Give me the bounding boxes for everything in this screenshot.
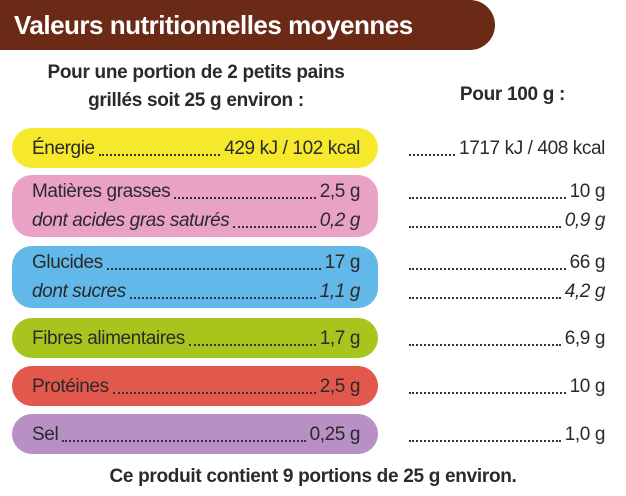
per100g-value: 10 g (569, 181, 606, 202)
portion-value: 2,5 g (319, 375, 361, 397)
per100g-value: 0,9 g (564, 210, 606, 231)
portion-value: 1,1 g (319, 281, 361, 302)
per100g-value: 4,2 g (564, 281, 606, 302)
row-band: Matières grasses 2,5 g dont acides gras sa… (12, 175, 378, 237)
leader (106, 268, 321, 270)
row-per100g: 10 g (405, 366, 605, 406)
nutrient-label: Protéines (32, 375, 109, 397)
per100g-line: 1,0 g (405, 420, 605, 449)
title: Valeurs nutritionnelles moyennes (0, 0, 495, 50)
per100g-header: Pour 100 g : (459, 84, 566, 105)
nutrient-line: Protéines 2,5 g (32, 372, 360, 401)
row-per100g: 6,9 g (405, 318, 605, 358)
row-per100g: 1717 kJ / 408 kcal (405, 128, 605, 168)
per100g-line: 66 g (405, 248, 605, 277)
leader (409, 226, 561, 228)
leader (409, 297, 561, 299)
row-per100g: 10 g 0,9 g (405, 175, 605, 237)
leader (409, 343, 561, 346)
per100g-line: 0,9 g (405, 206, 605, 235)
row-band: Énergie 429 kJ / 102 kcal (12, 128, 378, 168)
nutrient-label: Fibres alimentaires (32, 327, 185, 349)
nutrient-label: Sel (32, 423, 59, 445)
leader (174, 197, 316, 199)
nutrient-label: dont sucres (32, 281, 126, 302)
portion-value: 429 kJ / 102 kcal (224, 137, 360, 159)
leader (62, 439, 306, 442)
portion-header-2: grillés soit 25 g environ : (88, 90, 304, 111)
nutrient-label: Énergie (32, 137, 95, 159)
nutrient-label: Glucides (32, 252, 103, 273)
per100g-line: 1717 kJ / 408 kcal (405, 134, 605, 163)
leader (233, 226, 316, 228)
per100g-line: 10 g (405, 372, 605, 401)
leader (409, 197, 566, 199)
per100g-line: 10 g (405, 177, 605, 206)
row-per100g: 1,0 g (405, 414, 605, 454)
leader (98, 153, 221, 156)
row-band: Protéines 2,5 g (12, 366, 378, 406)
nutrient-line: dont sucres 1,1 g (32, 277, 360, 306)
portion-value: 17 g (324, 252, 361, 273)
footer: Ce produit contient 9 portions de 25 g e… (109, 466, 517, 487)
per100g-line: 4,2 g (405, 277, 605, 306)
row-band: Fibres alimentaires 1,7 g (12, 318, 378, 358)
row-per100g: 66 g 4,2 g (405, 246, 605, 308)
leader (409, 268, 566, 270)
row-band: Sel 0,25 g (12, 414, 378, 454)
leader (409, 391, 566, 394)
leader (129, 297, 316, 299)
nutrient-line: dont acides gras saturés 0,2 g (32, 206, 360, 235)
nutrient-line: Énergie 429 kJ / 102 kcal (32, 134, 360, 163)
per100g-value: 1,0 g (564, 423, 606, 445)
per100g-value: 10 g (569, 375, 606, 397)
per100g-value: 66 g (569, 252, 606, 273)
nutrient-label: dont acides gras saturés (32, 210, 230, 231)
portion-value: 0,25 g (309, 423, 361, 445)
per100g-value: 1717 kJ / 408 kcal (459, 137, 605, 159)
nutrient-line: Glucides 17 g (32, 248, 360, 277)
per100g-value: 6,9 g (564, 327, 606, 349)
row-band: Glucides 17 g dont sucres 1,1 g (12, 246, 378, 308)
leader (409, 439, 561, 442)
leader (188, 343, 316, 346)
nutrient-line: Fibres alimentaires 1,7 g (32, 324, 360, 353)
portion-value: 2,5 g (319, 181, 361, 202)
leader (112, 391, 316, 394)
per100g-line: 6,9 g (405, 324, 605, 353)
portion-value: 0,2 g (319, 210, 361, 231)
portion-value: 1,7 g (319, 327, 361, 349)
nutrient-line: Matières grasses 2,5 g (32, 177, 360, 206)
nutrient-line: Sel 0,25 g (32, 420, 360, 449)
leader (409, 153, 456, 156)
nutrient-label: Matières grasses (32, 181, 171, 202)
portion-header-1: Pour une portion de 2 petits pains (47, 62, 345, 83)
